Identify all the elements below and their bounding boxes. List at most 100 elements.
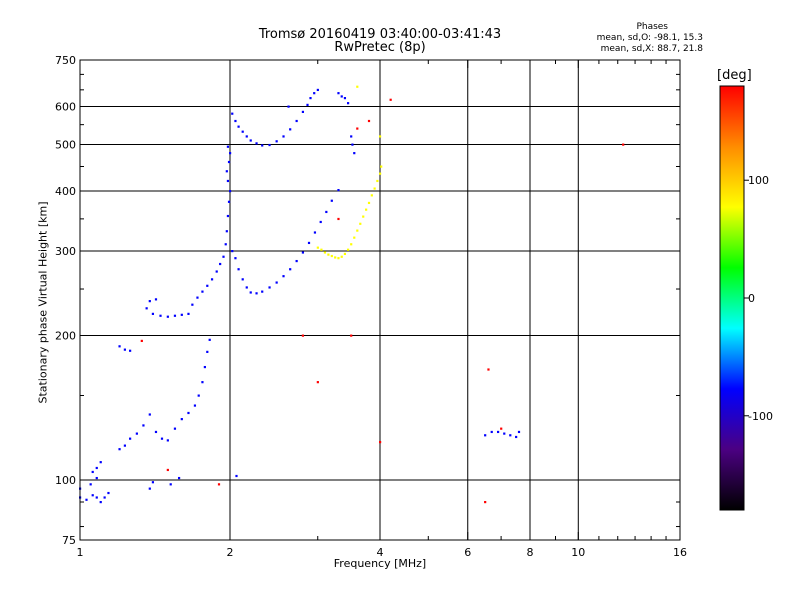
data-point (622, 143, 625, 146)
data-point (227, 200, 231, 203)
data-point (275, 140, 278, 143)
data-point (487, 368, 490, 371)
x-tick-label: 16 (673, 546, 687, 559)
data-point (255, 292, 258, 295)
data-point (490, 430, 493, 434)
data-point (503, 432, 506, 435)
data-point (222, 255, 225, 258)
data-point (118, 345, 121, 348)
y-tick-label: 75 (62, 534, 76, 547)
data-point (177, 476, 181, 480)
data-point (337, 217, 340, 221)
data-point (99, 500, 102, 504)
data-point (289, 128, 292, 131)
data-point (95, 476, 98, 480)
data-point (261, 290, 264, 293)
data-point (234, 119, 237, 123)
data-point (350, 334, 353, 337)
y-tick-label: 400 (55, 185, 76, 198)
data-point (327, 253, 330, 256)
data-point (484, 500, 487, 504)
data-point (159, 314, 162, 317)
tick-labels: 1 2 4 6 8 10 16 75 100 200 300 400 500 600 750 (55, 54, 687, 559)
data-point (89, 483, 92, 486)
data-point (169, 483, 172, 486)
data-point (316, 246, 319, 249)
data-point (365, 208, 368, 211)
data-point (140, 339, 143, 343)
data-point (249, 139, 252, 142)
data-point (215, 270, 218, 273)
y-axis-label: Stationary phase Virtual Height [km] (36, 201, 50, 404)
data-point (197, 394, 200, 397)
data-point (237, 268, 240, 271)
data-point (337, 92, 340, 95)
phases-o-stats: mean, sd,O: -98.1, 15.3 (596, 33, 703, 43)
data-point (229, 152, 232, 155)
data-point (370, 194, 373, 197)
data-point (206, 284, 209, 287)
data-point (193, 404, 197, 407)
data-point (319, 220, 322, 224)
data-point (241, 130, 244, 133)
data-point (231, 250, 234, 253)
data-point (301, 251, 305, 254)
data-point (142, 424, 145, 427)
data-point (123, 348, 126, 351)
data-point (346, 248, 350, 251)
data-point (85, 498, 88, 501)
data-point (129, 437, 132, 440)
data-point (389, 98, 392, 101)
y-tick-label: 300 (55, 245, 76, 258)
data-point (227, 160, 231, 164)
data-point (343, 97, 347, 100)
data-point (376, 179, 379, 183)
data-point (313, 92, 316, 95)
data-point (187, 312, 190, 315)
phases-x-stats: mean, sd,X: 88.7, 21.8 (600, 44, 703, 54)
data-point (237, 125, 240, 128)
colorbar-tick-label: -100 (748, 410, 773, 423)
data-point (306, 103, 309, 106)
data-point (145, 307, 148, 310)
data-point (261, 144, 264, 147)
data-point (367, 119, 371, 123)
data-point (206, 350, 209, 353)
data-point (356, 85, 359, 88)
colorbar-ticks: 100 0 -100 (744, 174, 773, 423)
data-point (289, 268, 292, 271)
data-point (334, 256, 337, 259)
data-point (295, 259, 298, 263)
data-point (255, 142, 258, 145)
chart-subtitle: RwPretec (8p) (334, 40, 426, 55)
data-point (337, 189, 340, 192)
colorbar-unit: [deg] (717, 68, 752, 83)
data-point (180, 313, 183, 316)
data-point (103, 496, 106, 499)
data-point (245, 135, 248, 138)
data-point (367, 201, 371, 205)
data-point (196, 296, 199, 299)
data-point (301, 110, 305, 113)
data-point (268, 143, 271, 147)
x-tick-label: 2 (227, 546, 234, 559)
data-point (148, 300, 151, 303)
data-point (316, 88, 319, 92)
data-point (346, 102, 350, 105)
data-point (191, 303, 194, 306)
data-point (151, 312, 155, 315)
x-tick-label: 8 (527, 546, 534, 559)
data-point (337, 257, 340, 260)
grid-lines (80, 60, 680, 540)
data-point (107, 491, 110, 495)
data-point (241, 278, 244, 281)
data-point (123, 444, 126, 447)
data-point (362, 215, 365, 218)
data-point (309, 97, 312, 100)
y-tick-label: 500 (55, 139, 76, 152)
data-point (217, 483, 221, 486)
data-point (201, 290, 204, 293)
data-point (323, 251, 327, 254)
data-point (91, 470, 94, 474)
data-point (235, 474, 238, 478)
